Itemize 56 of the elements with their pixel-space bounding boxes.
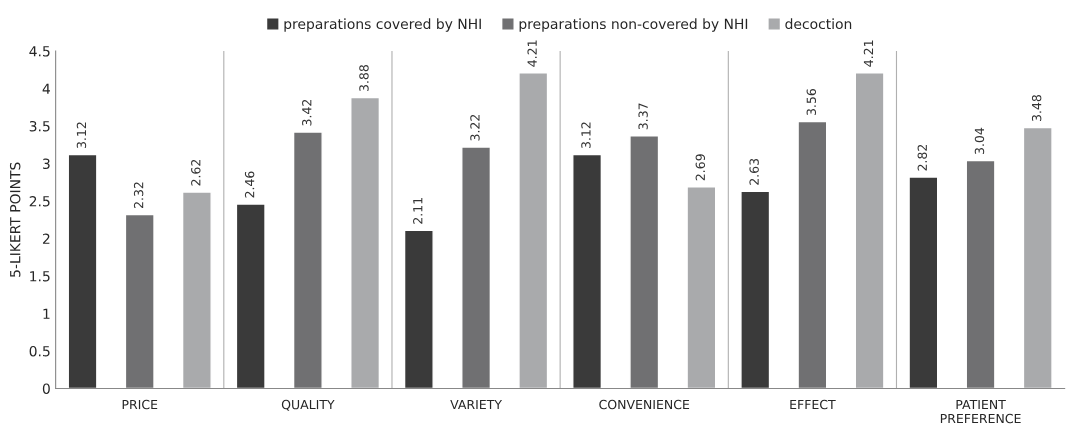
data-label: 3.88 bbox=[359, 65, 369, 92]
data-label: 3.42 bbox=[302, 99, 312, 126]
bar bbox=[1022, 126, 1053, 389]
bar bbox=[965, 159, 996, 389]
y-tick-label: 4.5 bbox=[29, 46, 50, 57]
data-label: 2.46 bbox=[244, 171, 255, 198]
data-label: 3.37 bbox=[638, 103, 648, 130]
data-label: 3.48 bbox=[1031, 95, 1042, 122]
legend-label: preparations covered by NHI bbox=[284, 18, 481, 32]
data-label: 3.12 bbox=[76, 122, 87, 149]
bar bbox=[518, 72, 549, 389]
y-tick-label: 2 bbox=[42, 233, 50, 244]
data-label: 3.56 bbox=[806, 88, 817, 116]
x-tick-label: QUALITY bbox=[281, 399, 335, 411]
y-axis-title: 5-LIKERT POINTS bbox=[9, 162, 21, 277]
data-label: 4.21 bbox=[863, 40, 874, 67]
bar bbox=[740, 190, 771, 389]
legend-label: decoction bbox=[785, 18, 852, 30]
data-label: 2.32 bbox=[133, 182, 144, 209]
bar bbox=[461, 146, 492, 389]
bar bbox=[572, 153, 603, 389]
data-label: 2.11 bbox=[413, 198, 423, 224]
data-label: 2.63 bbox=[749, 158, 759, 185]
bar bbox=[124, 213, 155, 389]
bar bbox=[181, 191, 212, 389]
bar bbox=[629, 135, 660, 389]
x-tick-label: CONVENIENCE bbox=[599, 399, 690, 410]
y-tick-label: 3 bbox=[43, 158, 50, 170]
y-tick-label: 1.5 bbox=[30, 271, 50, 282]
bar bbox=[686, 186, 717, 389]
data-label: 4.21 bbox=[527, 40, 537, 67]
bar bbox=[67, 153, 98, 389]
bar bbox=[908, 176, 939, 389]
data-label: 3.12 bbox=[581, 122, 591, 149]
x-tick-label: EFFECT bbox=[790, 399, 836, 410]
y-tick-label: 0.5 bbox=[29, 345, 50, 357]
legend-label: preparations non-covered by NHI bbox=[519, 18, 748, 32]
y-tick-label: 4 bbox=[42, 83, 50, 94]
data-label: 2.82 bbox=[917, 144, 928, 171]
x-tick-label: VARIETY bbox=[450, 400, 503, 410]
bar bbox=[797, 120, 828, 389]
bar bbox=[350, 96, 381, 389]
bar bbox=[854, 72, 885, 389]
bar bbox=[235, 203, 266, 389]
bar bbox=[292, 131, 323, 389]
data-label: 2.69 bbox=[695, 154, 706, 181]
x-tick-label: PATIENT PREFERENCE bbox=[940, 400, 1021, 424]
y-tick-label: 0 bbox=[42, 383, 50, 394]
y-tick-label: 3.5 bbox=[29, 121, 50, 132]
y-tick-label: 2.5 bbox=[29, 196, 50, 207]
data-label: 2.62 bbox=[191, 159, 201, 186]
data-label: 3.04 bbox=[974, 127, 985, 155]
data-label: 3.22 bbox=[470, 114, 480, 141]
bar bbox=[403, 229, 434, 389]
y-tick-label: 1 bbox=[43, 308, 50, 319]
x-tick-label: PRICE bbox=[122, 399, 158, 410]
